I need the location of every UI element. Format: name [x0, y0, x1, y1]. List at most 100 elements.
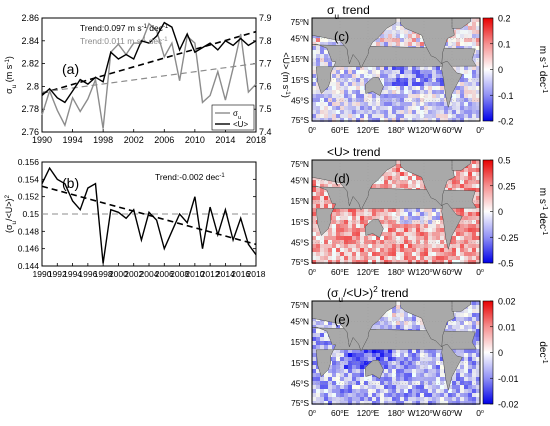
field-cell	[328, 385, 332, 389]
field-cell	[340, 357, 344, 361]
lon-tick-label: 120oE	[357, 267, 380, 277]
field-cell	[356, 118, 360, 122]
field-cell	[420, 325, 424, 329]
lat-hemi: N	[303, 337, 309, 347]
field-cell	[348, 70, 352, 74]
field-cell	[436, 102, 440, 106]
field-cell	[416, 176, 420, 180]
field-cell	[456, 260, 460, 264]
field-cell	[316, 397, 320, 401]
field-cell	[420, 74, 424, 78]
field-cell	[384, 252, 388, 256]
field-cell	[436, 86, 440, 90]
field-cell	[344, 385, 348, 389]
field-cell	[372, 114, 376, 118]
field-cell	[380, 90, 384, 94]
field-cell	[392, 176, 396, 180]
field-cell	[376, 393, 380, 397]
field-cell	[376, 252, 380, 256]
lon-hemi: W	[454, 267, 462, 277]
field-cell	[332, 325, 336, 329]
field-cell	[468, 377, 472, 381]
field-cell	[328, 62, 332, 66]
field-cell	[432, 66, 436, 70]
field-cell	[476, 74, 480, 78]
field-cell	[456, 381, 460, 385]
field-cell	[316, 188, 320, 192]
y-tick-label-right: 7.5	[259, 104, 272, 114]
colorbar-tick-label: -0.02	[498, 400, 519, 410]
field-cell	[392, 90, 396, 94]
field-cell	[320, 196, 324, 200]
field-cell	[472, 305, 476, 309]
lat-num: 45	[291, 95, 301, 105]
colorbar-tick-label: 0	[498, 207, 503, 217]
field-cell	[392, 168, 396, 172]
field-cell	[348, 220, 352, 224]
x-tick-label: 1990	[32, 135, 52, 145]
field-cell	[312, 329, 316, 333]
field-cell	[328, 393, 332, 397]
field-cell	[412, 208, 416, 212]
field-cell	[428, 244, 432, 248]
field-cell	[356, 208, 360, 212]
field-cell	[336, 220, 340, 224]
field-cell	[396, 317, 400, 321]
land-mass	[451, 300, 471, 312]
field-cell	[324, 50, 328, 54]
field-cell	[348, 66, 352, 70]
field-cell	[460, 42, 464, 46]
field-cell	[420, 353, 424, 357]
field-cell	[464, 369, 468, 373]
degree-mark: o	[430, 268, 433, 274]
field-cell	[364, 212, 368, 216]
field-cell	[476, 98, 480, 102]
field-cell	[396, 244, 400, 248]
field-cell	[392, 70, 396, 74]
field-cell	[472, 389, 476, 393]
series-line	[41, 21, 257, 104]
field-cell	[336, 397, 340, 401]
field-cell	[360, 102, 364, 106]
field-cell	[432, 385, 436, 389]
field-cell	[384, 220, 388, 224]
field-cell	[320, 385, 324, 389]
field-cell	[380, 184, 384, 188]
field-cell	[384, 373, 388, 377]
field-cell	[404, 397, 408, 401]
field-cell	[320, 337, 324, 341]
field-cell	[452, 102, 456, 106]
title-sup: 2	[373, 284, 378, 294]
field-cell	[436, 252, 440, 256]
field-cell	[456, 325, 460, 329]
colorbar-tick-label: 0.02	[498, 297, 516, 307]
degree-mark: o	[402, 126, 405, 132]
field-cell	[316, 58, 320, 62]
field-cell	[468, 30, 472, 34]
field-cell	[424, 232, 428, 236]
field-cell	[340, 252, 344, 256]
field-cell	[324, 401, 328, 405]
field-cell	[424, 256, 428, 260]
field-cell	[400, 389, 404, 393]
field-cell	[420, 82, 424, 86]
field-cell	[316, 389, 320, 393]
field-cell	[468, 180, 472, 184]
field-cell	[424, 216, 428, 220]
field-cell	[436, 361, 440, 365]
field-cell	[468, 86, 472, 90]
field-cell	[468, 365, 472, 369]
field-cell	[424, 389, 428, 393]
field-cell	[468, 184, 472, 188]
field-cell	[336, 236, 340, 240]
field-cell	[356, 66, 360, 70]
field-cell	[436, 216, 440, 220]
field-cell	[432, 393, 436, 397]
field-cell	[348, 389, 352, 393]
field-cell	[360, 381, 364, 385]
field-cell	[424, 240, 428, 244]
field-cell	[404, 184, 408, 188]
field-cell	[468, 240, 472, 244]
field-cell	[444, 244, 448, 248]
field-cell	[324, 106, 328, 110]
